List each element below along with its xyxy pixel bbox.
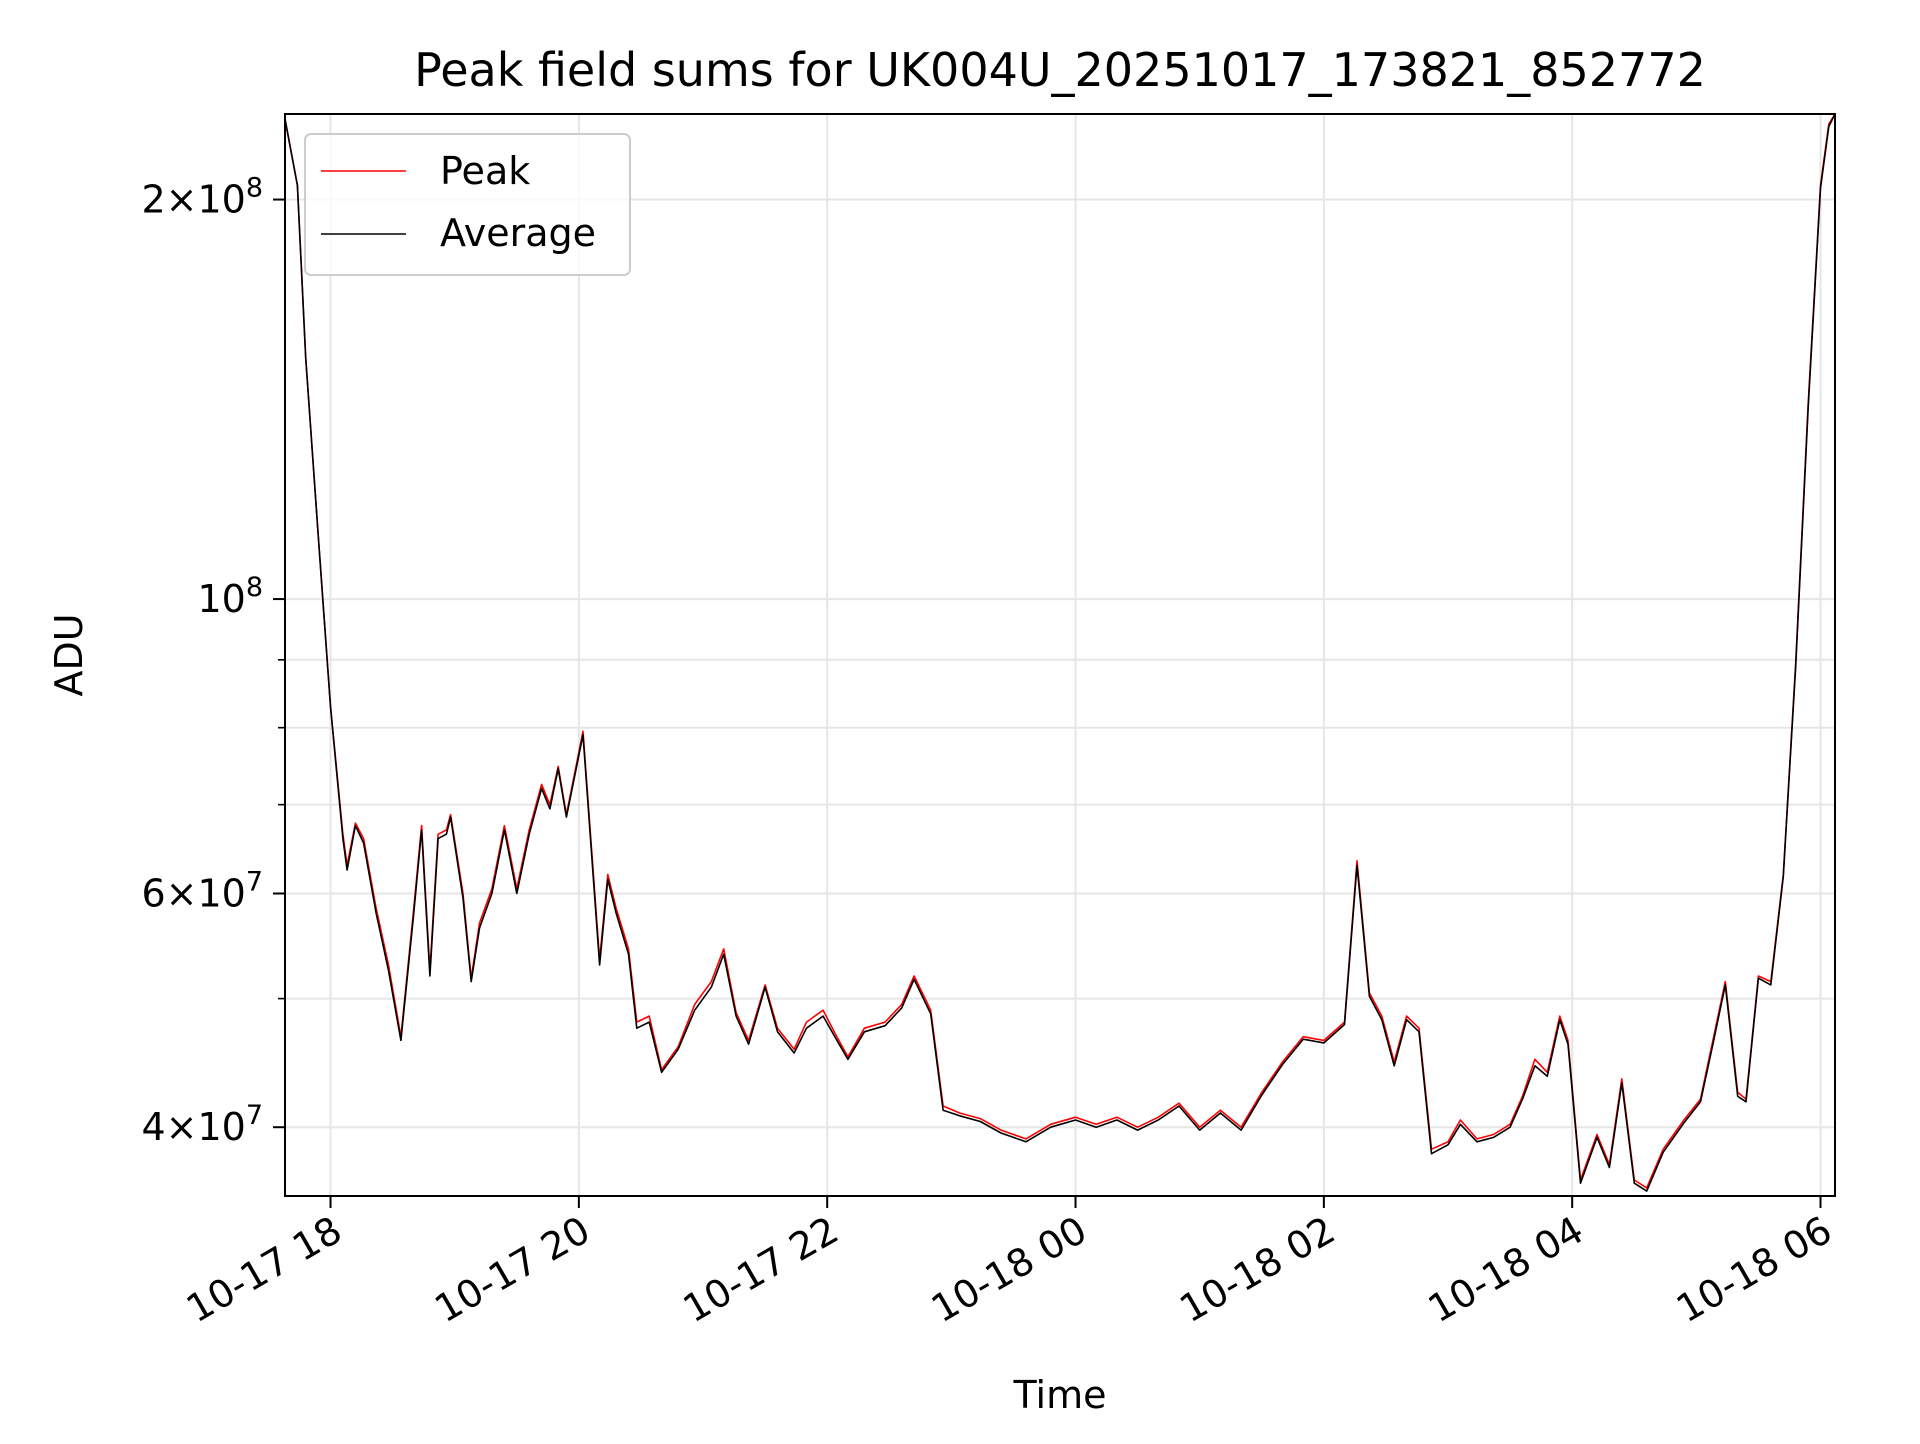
series-layer	[285, 114, 1835, 1192]
y-tick-label: 108	[197, 572, 263, 621]
y-tick-label: 2×108	[141, 173, 263, 222]
plot-frame	[284, 113, 1836, 1197]
legend-label-peak: Peak	[440, 149, 530, 193]
y-axis-label: ADU	[47, 613, 91, 696]
x-axis-label: Time	[1013, 1373, 1107, 1417]
y-tick-label: 6×107	[141, 867, 263, 916]
y-tick-label: 4×107	[141, 1100, 263, 1149]
chart-title: Peak field sums for UK004U_20251017_1738…	[414, 43, 1706, 97]
legend-label-average: Average	[440, 211, 596, 255]
legend-box	[304, 133, 631, 276]
legend: Peak Average	[304, 133, 631, 276]
series-line-average	[285, 114, 1835, 1192]
